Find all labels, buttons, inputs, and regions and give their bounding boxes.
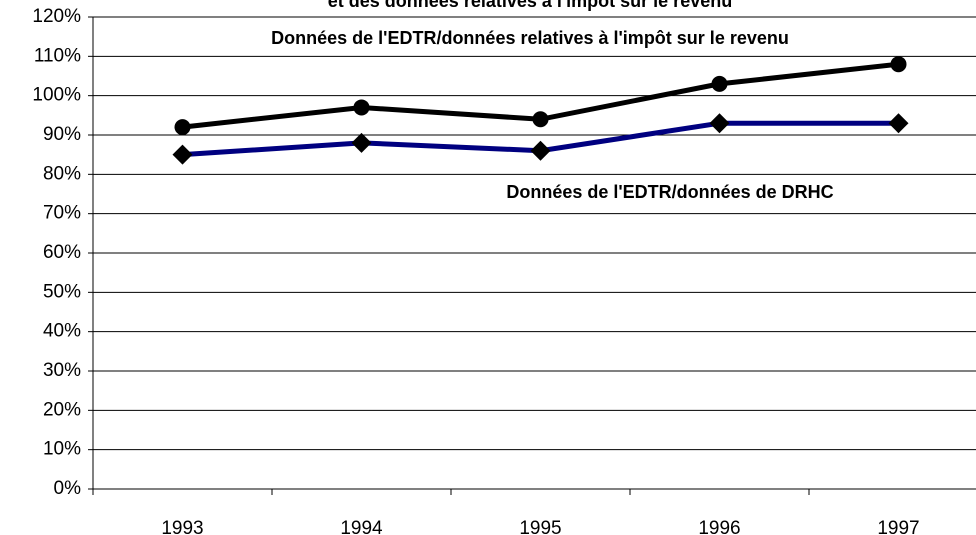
marker <box>174 119 191 136</box>
y-tick-label: 40% <box>43 321 81 342</box>
marker <box>890 56 907 73</box>
x-tick-label: 1993 <box>161 518 203 535</box>
y-tick-label: 120% <box>32 6 81 27</box>
x-tick-label: 1994 <box>340 518 383 535</box>
x-tick-label: 1997 <box>877 518 919 535</box>
chart-title: et des données relatives à l'impôt sur l… <box>328 0 732 11</box>
x-tick-label: 1996 <box>698 518 740 535</box>
marker <box>532 111 549 128</box>
y-tick-label: 10% <box>43 439 81 460</box>
y-tick-label: 90% <box>43 124 81 145</box>
marker <box>711 75 728 92</box>
y-tick-label: 0% <box>54 478 82 499</box>
y-tick-label: 70% <box>43 203 81 224</box>
y-tick-label: 30% <box>43 360 81 381</box>
y-tick-label: 80% <box>43 163 81 184</box>
marker <box>888 113 909 134</box>
marker <box>530 140 551 161</box>
y-tick-label: 100% <box>32 85 81 106</box>
y-tick-label: 20% <box>43 399 81 420</box>
series-label: Données de l'EDTR/données relatives à l'… <box>271 28 789 48</box>
y-tick-label: 50% <box>43 281 81 302</box>
marker <box>351 132 372 153</box>
y-tick-label: 60% <box>43 242 81 263</box>
y-tick-label: 110% <box>34 45 81 66</box>
marker <box>353 99 370 116</box>
marker <box>709 113 730 134</box>
x-tick-label: 1995 <box>519 518 561 535</box>
marker <box>172 144 193 165</box>
series-label: Données de l'EDTR/données de DRHC <box>506 182 833 202</box>
